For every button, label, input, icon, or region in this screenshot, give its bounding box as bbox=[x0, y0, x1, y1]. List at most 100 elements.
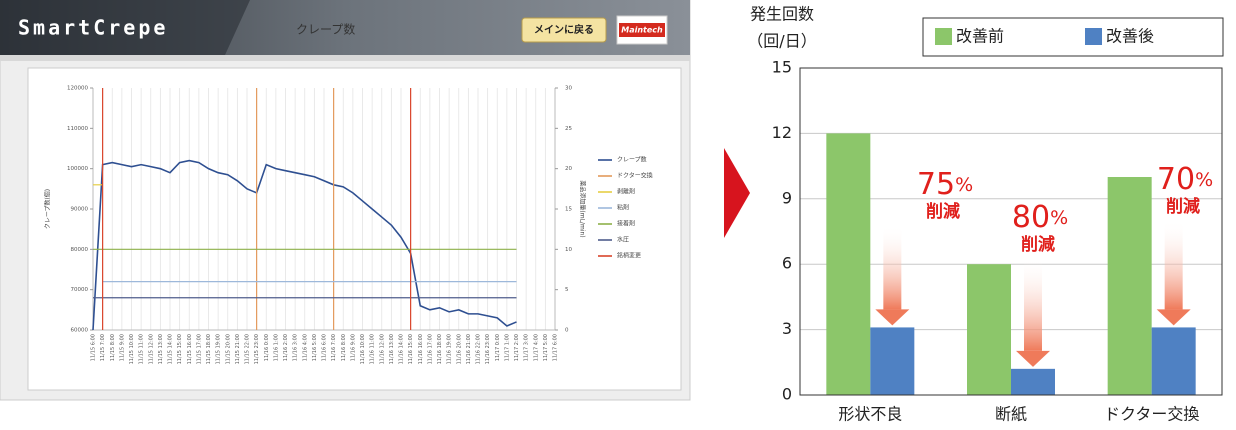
y2-tick-label: 25 bbox=[565, 126, 572, 132]
reduction-arrow-body bbox=[1024, 258, 1042, 351]
x-tick-label: 11/16 20:00 bbox=[456, 334, 462, 364]
y-axis-title: 発生回数 bbox=[750, 5, 814, 24]
x-tick-label: 11/16 7:00 bbox=[331, 334, 337, 361]
x-tick-label: 11/17 1:00 bbox=[504, 334, 510, 361]
y-tick-label: 6 bbox=[782, 254, 792, 273]
data-line bbox=[92, 159, 517, 331]
y2-axis-title: 薬品添加量(mL/min) bbox=[579, 180, 587, 237]
x-tick-label: 11/15 18:00 bbox=[206, 334, 212, 364]
x-tick-label: 11/17 5:00 bbox=[543, 334, 549, 361]
x-tick-label: ドクター交換 bbox=[1104, 405, 1199, 424]
x-tick-label: 11/15 8:00 bbox=[110, 334, 116, 361]
reduction-arrow-head bbox=[875, 309, 910, 326]
x-tick-label: 11/15 6:00 bbox=[91, 334, 97, 361]
x-tick-label: 11/15 17:00 bbox=[196, 334, 202, 364]
x-tick-label: 11/15 11:00 bbox=[139, 334, 145, 364]
legend-label: 改善後 bbox=[1106, 27, 1154, 46]
bar bbox=[967, 264, 1011, 395]
screen-title: クレープ数 bbox=[296, 22, 355, 37]
x-tick-label: 11/15 10:00 bbox=[129, 334, 135, 364]
x-tick-label: 11/16 5:00 bbox=[312, 334, 318, 361]
x-tick-label: 11/16 17:00 bbox=[427, 334, 433, 364]
back-button[interactable] bbox=[521, 17, 607, 43]
y-axis-title: クレープ数(個) bbox=[44, 189, 52, 229]
x-tick-label: 11/15 16:00 bbox=[187, 334, 193, 364]
y-tick-label: 3 bbox=[782, 319, 792, 338]
x-tick-label: 11/16 21:00 bbox=[466, 334, 472, 364]
x-tick-label: 11/15 15:00 bbox=[177, 334, 183, 364]
header-rule bbox=[0, 55, 690, 61]
x-tick-label: 11/15 21:00 bbox=[235, 334, 241, 364]
x-tick-label: 11/15 12:00 bbox=[148, 334, 154, 364]
x-tick-label: 11/16 15:00 bbox=[408, 334, 414, 364]
x-tick-label: 11/16 13:00 bbox=[389, 334, 395, 364]
chart-panel bbox=[27, 67, 682, 391]
x-tick-label: 11/16 1:00 bbox=[273, 334, 279, 361]
y2-tick-label: 15 bbox=[565, 207, 572, 213]
y-tick-label: 100000 bbox=[67, 166, 88, 172]
legend-label: 粘剤 bbox=[617, 204, 629, 212]
y-axis-title: （回/日） bbox=[747, 32, 816, 51]
legend-box bbox=[922, 17, 1224, 57]
x-tick-label: 11/15 19:00 bbox=[216, 334, 222, 364]
y-tick-label: 9 bbox=[782, 188, 792, 207]
x-tick-label: 断紙 bbox=[995, 405, 1027, 424]
reduction-label: 70% bbox=[1157, 162, 1213, 197]
x-tick-label: 11/16 22:00 bbox=[476, 334, 482, 364]
reduction-arrow-body bbox=[883, 225, 902, 310]
y-tick-label: 15 bbox=[772, 58, 792, 77]
x-tick-label: 11/16 8:00 bbox=[341, 334, 347, 361]
x-tick-label: 11/16 23:00 bbox=[485, 334, 491, 364]
y-tick-label: 80000 bbox=[71, 247, 89, 253]
x-tick-label: 形状不良 bbox=[838, 405, 902, 424]
app-logo: SmartCrepe bbox=[18, 16, 168, 40]
x-tick-label: 11/16 10:00 bbox=[360, 334, 366, 364]
reduction-label: 80% bbox=[1012, 200, 1068, 235]
y2-tick-label: 0 bbox=[565, 328, 569, 334]
reduction-arrow-body bbox=[1164, 220, 1183, 310]
y-tick-label: 70000 bbox=[71, 287, 89, 293]
bar bbox=[1151, 327, 1196, 395]
bar bbox=[1011, 368, 1055, 395]
reduction-label: 75% bbox=[917, 167, 973, 202]
bar bbox=[826, 133, 871, 395]
reduction-note: 削減 bbox=[926, 201, 960, 222]
legend-label: ドクター交換 bbox=[617, 172, 653, 180]
x-tick-label: 11/16 0:00 bbox=[264, 334, 270, 361]
x-tick-label: 11/16 16:00 bbox=[418, 334, 424, 364]
x-tick-label: 11/17 2:00 bbox=[514, 334, 520, 361]
logo-band bbox=[0, 0, 250, 55]
y-tick-label: 60000 bbox=[71, 328, 89, 334]
legend-swatch bbox=[1085, 28, 1102, 45]
bar bbox=[870, 327, 915, 395]
back-button-label[interactable]: メインに戻る bbox=[534, 23, 594, 36]
legend-label: クレープ数 bbox=[617, 156, 647, 164]
legend-label: 銘柄変更 bbox=[617, 252, 641, 260]
brand-label: Maintech bbox=[621, 26, 663, 35]
reduction-arrow-head bbox=[1156, 309, 1191, 326]
bar bbox=[1107, 177, 1152, 395]
x-tick-label: 11/17 0:00 bbox=[495, 334, 501, 361]
x-tick-label: 11/15 9:00 bbox=[119, 334, 125, 361]
arrow-marker bbox=[724, 148, 750, 238]
x-tick-label: 11/16 3:00 bbox=[293, 334, 299, 361]
x-tick-label: 11/15 14:00 bbox=[168, 334, 174, 364]
x-tick-label: 11/16 19:00 bbox=[447, 334, 453, 364]
x-tick-label: 11/16 4:00 bbox=[302, 334, 308, 361]
legend-label: 水圧 bbox=[617, 236, 629, 244]
legend-label: 接着剤 bbox=[617, 220, 635, 228]
x-tick-label: 11/16 12:00 bbox=[379, 334, 385, 364]
legend-swatch bbox=[935, 28, 952, 45]
y2-tick-label: 10 bbox=[565, 247, 572, 253]
x-tick-label: 11/16 14:00 bbox=[399, 334, 405, 364]
x-tick-label: 11/15 23:00 bbox=[254, 334, 260, 364]
y-tick-label: 120000 bbox=[67, 86, 88, 92]
y-tick-label: 12 bbox=[772, 123, 792, 142]
x-tick-label: 11/15 22:00 bbox=[245, 334, 251, 364]
brand-mark bbox=[619, 23, 665, 37]
x-tick-label: 11/16 11:00 bbox=[370, 334, 376, 364]
x-tick-label: 11/15 13:00 bbox=[158, 334, 164, 364]
reduction-note: 削減 bbox=[1021, 234, 1055, 255]
x-tick-label: 11/17 6:00 bbox=[553, 334, 559, 361]
